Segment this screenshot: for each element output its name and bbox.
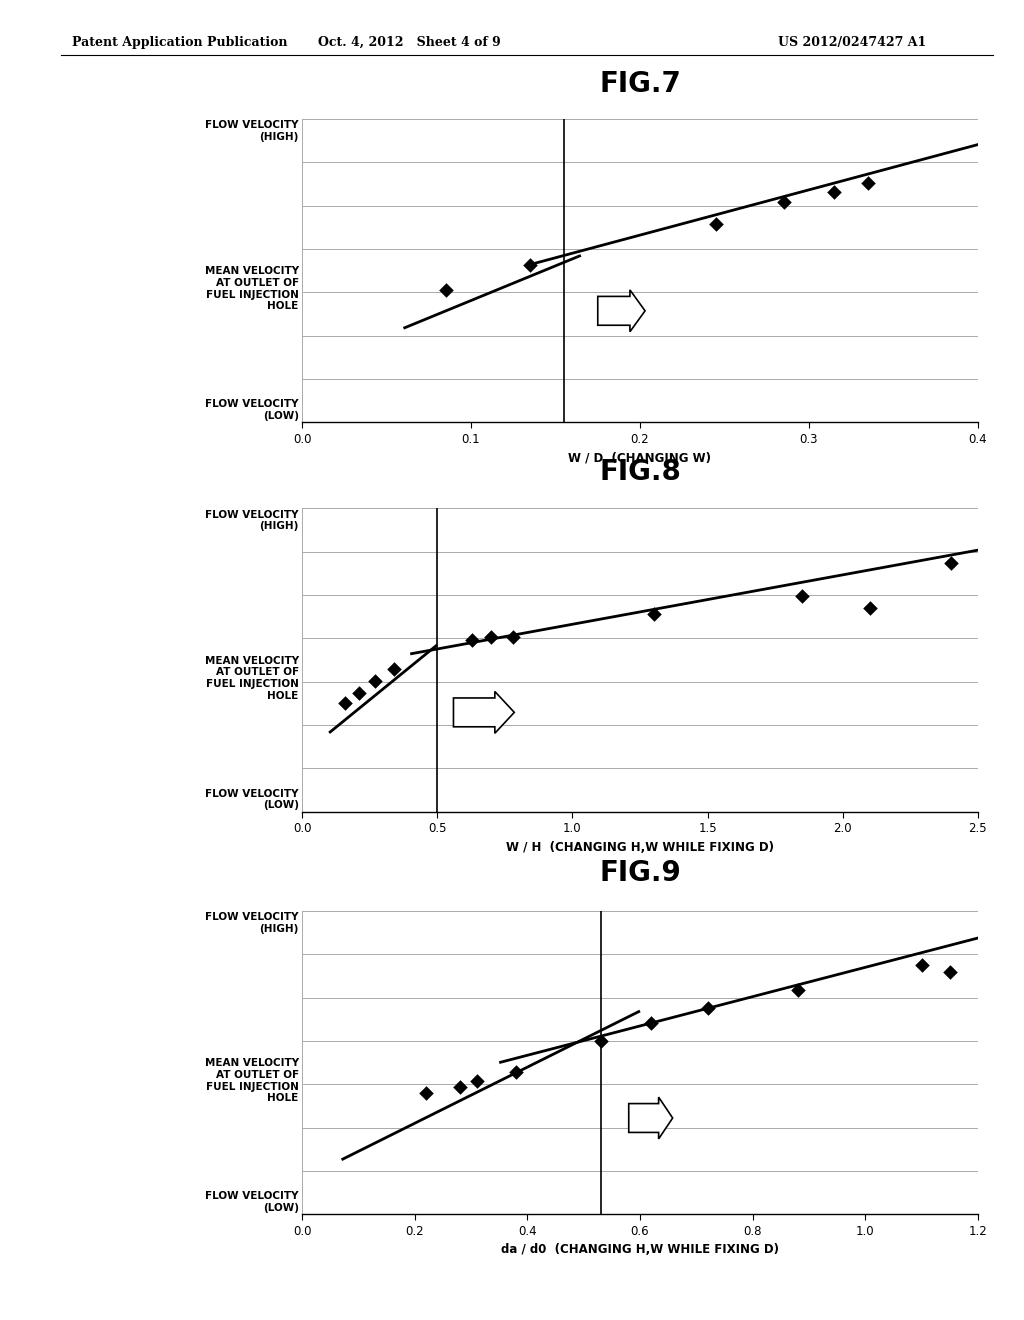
Point — [386, 659, 402, 680]
Text: FLOW VELOCITY
(LOW): FLOW VELOCITY (LOW) — [205, 789, 299, 810]
Point — [790, 979, 806, 1001]
Text: FIG.7: FIG.7 — [599, 70, 681, 98]
Text: FLOW VELOCITY
(HIGH): FLOW VELOCITY (HIGH) — [205, 120, 299, 141]
Text: FLOW VELOCITY
(HIGH): FLOW VELOCITY (HIGH) — [205, 912, 299, 933]
X-axis label: W / H  (CHANGING H,W WHILE FIXING D): W / H (CHANGING H,W WHILE FIXING D) — [506, 841, 774, 854]
Text: FLOW VELOCITY
(HIGH): FLOW VELOCITY (HIGH) — [205, 510, 299, 531]
Point — [452, 1076, 468, 1097]
Point — [508, 1061, 524, 1082]
Point — [643, 1012, 659, 1034]
Text: US 2012/0247427 A1: US 2012/0247427 A1 — [778, 36, 927, 49]
Point — [522, 253, 539, 275]
Point — [437, 280, 454, 301]
Text: FIG.8: FIG.8 — [599, 458, 681, 486]
FancyArrow shape — [629, 1097, 673, 1139]
Point — [699, 998, 716, 1019]
Point — [826, 181, 843, 202]
Text: MEAN VELOCITY
AT OUTLET OF
FUEL INJECTION
HOLE: MEAN VELOCITY AT OUTLET OF FUEL INJECTIO… — [205, 656, 299, 701]
Point — [708, 213, 724, 234]
Text: FLOW VELOCITY
(LOW): FLOW VELOCITY (LOW) — [205, 400, 299, 421]
Point — [861, 598, 878, 619]
Point — [942, 961, 958, 982]
Point — [794, 586, 810, 607]
Point — [483, 627, 500, 648]
Point — [367, 671, 383, 692]
Point — [464, 630, 480, 651]
FancyArrow shape — [598, 290, 645, 331]
Point — [645, 605, 662, 626]
Text: Oct. 4, 2012   Sheet 4 of 9: Oct. 4, 2012 Sheet 4 of 9 — [318, 36, 501, 49]
Point — [775, 191, 792, 213]
Text: MEAN VELOCITY
AT OUTLET OF
FUEL INJECTION
HOLE: MEAN VELOCITY AT OUTLET OF FUEL INJECTIO… — [205, 1059, 299, 1104]
Text: FLOW VELOCITY
(LOW): FLOW VELOCITY (LOW) — [205, 1192, 299, 1213]
X-axis label: da / d0  (CHANGING H,W WHILE FIXING D): da / d0 (CHANGING H,W WHILE FIXING D) — [501, 1243, 779, 1257]
Text: Patent Application Publication: Patent Application Publication — [72, 36, 287, 49]
Point — [337, 692, 353, 713]
FancyArrow shape — [454, 692, 514, 734]
Text: MEAN VELOCITY
AT OUTLET OF
FUEL INJECTION
HOLE: MEAN VELOCITY AT OUTLET OF FUEL INJECTIO… — [205, 267, 299, 312]
Point — [418, 1082, 434, 1104]
Point — [505, 627, 521, 648]
Text: FIG.9: FIG.9 — [599, 859, 681, 887]
Point — [860, 172, 877, 193]
Point — [913, 954, 930, 975]
X-axis label: W / D  (CHANGING W): W / D (CHANGING W) — [568, 451, 712, 465]
Point — [592, 1031, 608, 1052]
Point — [350, 682, 367, 704]
Point — [943, 552, 959, 573]
Point — [469, 1071, 485, 1092]
